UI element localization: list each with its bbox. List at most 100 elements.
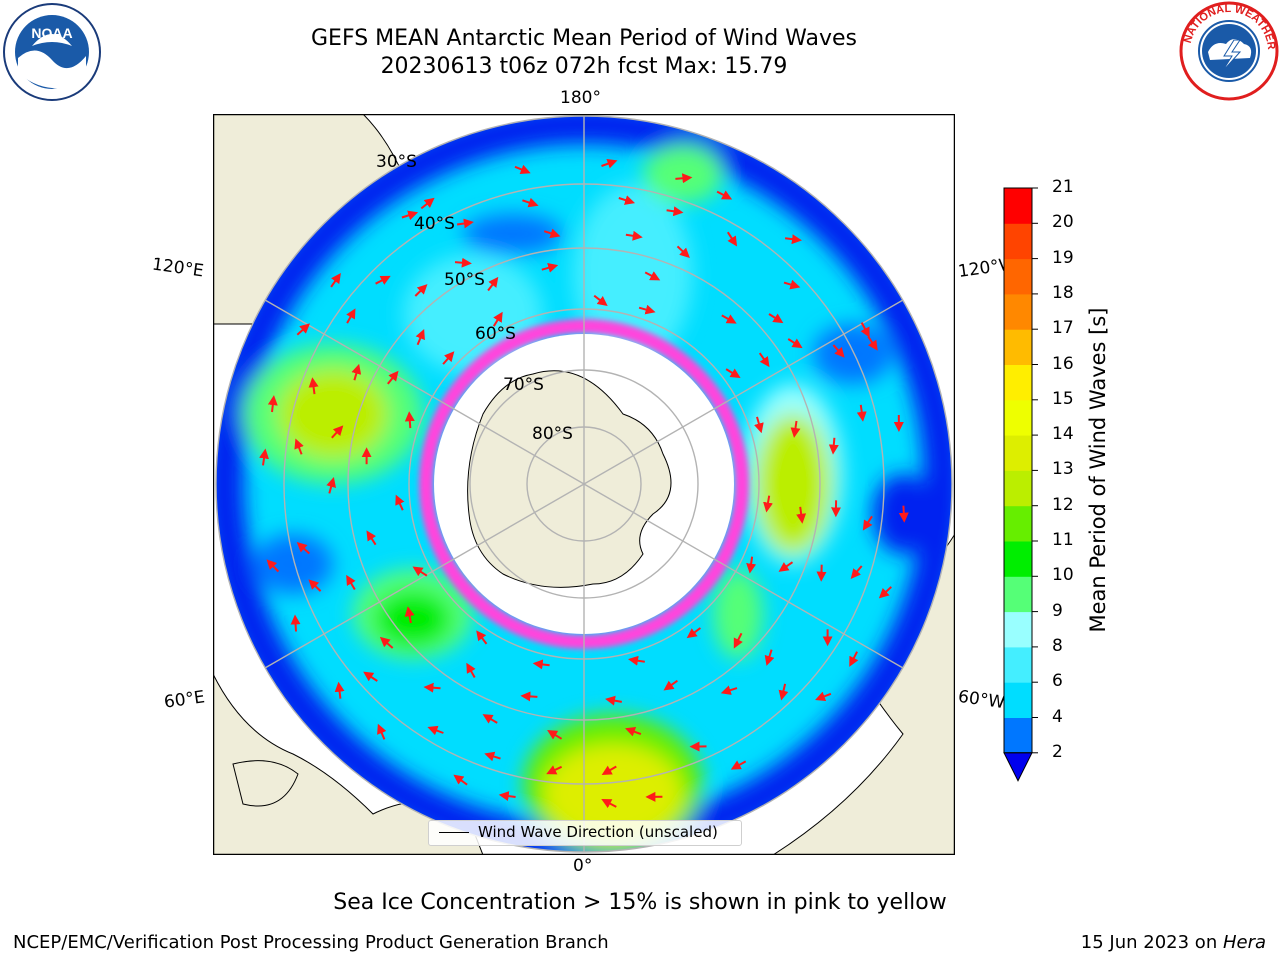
wave-direction-arrow — [290, 614, 301, 632]
wave-direction-arrow — [456, 218, 474, 229]
chart-subtitle: 20230613 t06z 072h fcst Max: 15.79 — [380, 54, 788, 79]
wave-direction-arrow — [442, 351, 455, 365]
lat-label-50s: 50°S — [444, 270, 485, 290]
wave-direction-arrow — [725, 368, 741, 378]
wave-direction-arrow — [638, 304, 656, 315]
colorbar-segment — [1004, 435, 1032, 471]
colorbar-segment — [1004, 541, 1032, 577]
colorbar-tick-label: 20 — [1052, 212, 1074, 233]
wave-direction-arrow — [628, 655, 645, 666]
wave-direction-arrow — [379, 636, 394, 649]
wave-direction-arrow — [878, 586, 892, 599]
wave-direction-arrow — [784, 234, 802, 245]
colorbar-tick-label: 19 — [1052, 247, 1074, 268]
wave-direction-arrow — [308, 377, 319, 395]
wave-direction-arrow — [547, 730, 563, 740]
wave-direction-arrow — [758, 352, 770, 368]
wave-direction-arrow — [308, 579, 322, 592]
wave-direction-arrow — [746, 556, 757, 574]
wave-direction-arrow — [267, 395, 278, 413]
wave-direction-arrow — [415, 329, 425, 346]
colorbar-tick-label: 6 — [1052, 671, 1063, 692]
legend-label: Wind Wave Direction (unscaled) — [478, 823, 718, 841]
wave-direction-arrow — [296, 323, 310, 336]
wave-direction-arrow — [644, 271, 661, 281]
wave-direction-arrow — [783, 279, 801, 290]
colorbar-segment — [1004, 576, 1032, 613]
footer-credit: NCEP/EMC/Verification Post Processing Pr… — [13, 932, 609, 953]
wave-direction-arrow — [618, 195, 636, 205]
wave-direction-arrow — [828, 437, 839, 455]
wave-direction-arrow — [414, 284, 428, 297]
colorbar-tick-label: 15 — [1052, 388, 1074, 409]
colorbar-tick-label: 2 — [1052, 741, 1063, 762]
wave-direction-arrow — [401, 210, 419, 221]
wave-direction-arrow — [377, 723, 387, 740]
wave-direction-arrow — [266, 559, 280, 573]
colorbar-tick-label: 10 — [1052, 565, 1074, 586]
wave-direction-arrow — [395, 494, 405, 511]
wave-direction-arrow — [476, 630, 488, 645]
map-frame — [213, 114, 955, 855]
wave-direction-arrow — [326, 477, 336, 494]
wave-direction-arrow — [484, 751, 501, 762]
wave-direction-arrow — [294, 438, 304, 455]
wave-direction-arrow — [522, 197, 539, 208]
footer-date: 15 Jun 2023 on Hera — [1081, 932, 1266, 953]
colorbar-segment — [1004, 470, 1032, 507]
wave-direction-arrow — [514, 164, 531, 175]
wave-direction-arrow — [363, 671, 378, 682]
wave-direction-arrow — [532, 659, 550, 670]
wave-direction-arrow — [601, 799, 617, 809]
wave-direction-arrow — [625, 230, 643, 241]
wave-direction-arrow — [330, 273, 341, 288]
colorbar-tick-label: 18 — [1052, 282, 1074, 303]
colorbar-segment — [1004, 258, 1032, 295]
wave-direction-arrow — [849, 651, 859, 667]
wave-direction-arrow — [520, 691, 538, 702]
wave-direction-arrow — [404, 411, 415, 429]
wave-direction-arrow — [898, 505, 909, 523]
wave-direction-arrow — [453, 774, 468, 786]
wave-direction-arrow — [404, 606, 415, 624]
map-legend: Wind Wave Direction (unscaled) — [428, 820, 742, 846]
colorbar-segment — [1004, 505, 1032, 542]
land-madagascar — [232, 760, 299, 807]
wave-direction-arrow — [605, 695, 622, 706]
wave-direction-arrow — [541, 263, 559, 273]
nws-logo: NATIONAL WEATHER SERVICE — [1178, 0, 1279, 101]
colorbar-tick-label: 13 — [1052, 459, 1074, 480]
lat-label-80s: 80°S — [532, 424, 573, 444]
chart-title: GEFS MEAN Antarctic Mean Period of Wind … — [311, 26, 857, 51]
wave-direction-arrow — [787, 338, 803, 349]
wave-direction-arrow — [492, 311, 503, 327]
wave-direction-arrow — [454, 257, 472, 268]
lon-label-lower-left: 60°E — [162, 687, 207, 713]
wave-direction-arrow — [543, 228, 561, 239]
wave-direction-arrow — [686, 627, 701, 639]
colorbar-tick-label: 11 — [1052, 530, 1074, 550]
wave-direction-arrow — [675, 173, 693, 184]
wave-direction-arrow — [546, 765, 563, 775]
wave-direction-arrow — [763, 495, 773, 513]
lat-label-70s: 70°S — [503, 375, 544, 395]
wave-direction-arrow — [860, 322, 870, 338]
polar-map — [213, 114, 955, 855]
colorbar-segment — [1004, 293, 1032, 330]
wave-direction-arrow — [768, 313, 784, 324]
wind-wave-arrows — [259, 158, 909, 809]
lon-label-top: 180° — [560, 88, 601, 108]
wave-direction-arrow — [796, 506, 807, 524]
legend-line-swatch — [439, 832, 469, 833]
noaa-logo-text: NOAA — [31, 25, 72, 41]
wave-direction-arrow — [862, 515, 873, 531]
wave-direction-arrow — [334, 681, 345, 699]
footer-date-text: 15 Jun 2023 on — [1080, 932, 1223, 953]
wave-direction-arrow — [764, 649, 775, 666]
graticule — [215, 115, 953, 853]
colorbar-segment — [1004, 223, 1032, 260]
colorbar-segment — [1004, 646, 1032, 683]
lon-label-lower-right: 60°W — [956, 686, 1007, 714]
colorbar-extend-arrow — [1003, 752, 1033, 782]
wave-direction-arrow — [375, 275, 391, 285]
